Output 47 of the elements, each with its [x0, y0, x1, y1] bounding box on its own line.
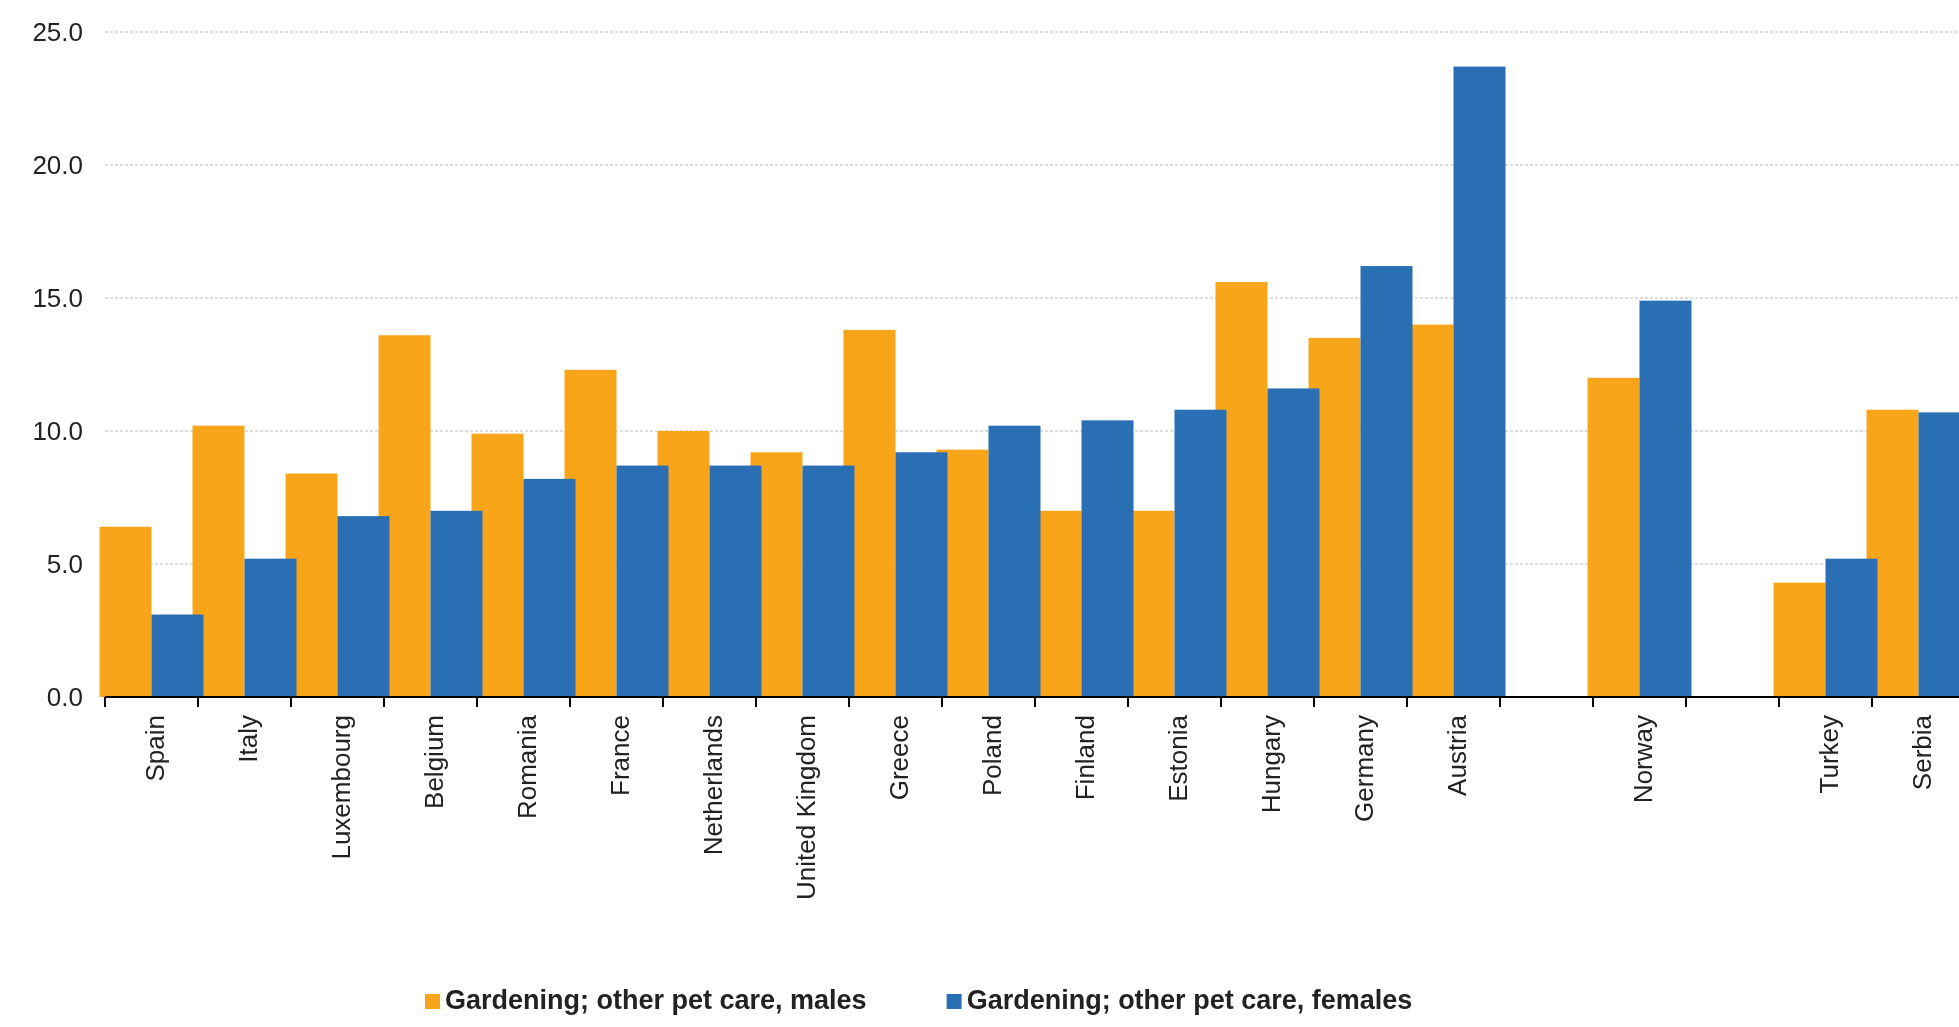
bar — [151, 614, 204, 697]
y-tick-label: 25.0 — [32, 16, 83, 47]
x-tick-label: Netherlands — [697, 715, 728, 856]
x-tick-label: Germany — [1348, 715, 1379, 822]
legend-label: Gardening; other pet care, males — [445, 985, 867, 1015]
bar — [244, 558, 297, 697]
legend-label: Gardening; other pet care, females — [966, 985, 1413, 1015]
bar — [1773, 582, 1826, 697]
bar — [523, 478, 576, 697]
bar — [988, 425, 1041, 697]
x-tick-label: Luxembourg — [325, 715, 356, 860]
bar — [1825, 558, 1878, 697]
x-tick-label: Belgium — [418, 715, 449, 809]
x-tick-label: Spain — [139, 715, 170, 782]
x-tick-label: Estonia — [1162, 714, 1193, 802]
x-tick-label: Hungary — [1255, 715, 1286, 814]
bar — [895, 452, 948, 697]
bar — [1587, 377, 1640, 697]
bar — [1453, 66, 1506, 697]
bar — [1267, 388, 1320, 697]
bar — [337, 516, 390, 697]
bar — [1360, 266, 1413, 697]
x-tick-label: Greece — [883, 715, 914, 801]
bar — [1081, 420, 1134, 697]
bar — [616, 465, 669, 697]
y-tick-label: 10.0 — [32, 415, 83, 446]
bar — [430, 510, 483, 697]
bar — [709, 465, 762, 697]
y-tick-label: 5.0 — [46, 548, 83, 579]
bar — [802, 465, 855, 697]
bar — [99, 526, 152, 697]
y-tick-label: 15.0 — [32, 282, 83, 313]
x-tick-label: Romania — [511, 714, 542, 820]
bar — [1174, 409, 1227, 697]
x-tick-label: Serbia — [1906, 714, 1937, 791]
x-tick-label: Italy — [232, 715, 263, 763]
x-tick-label: France — [604, 715, 635, 796]
x-tick-label: Austria — [1441, 714, 1472, 796]
bar — [192, 425, 245, 697]
x-tick-label: Poland — [976, 715, 1007, 796]
x-tick-label: Turkey — [1813, 715, 1844, 794]
bar — [1639, 300, 1692, 697]
x-tick-label: United Kingdom — [790, 715, 821, 900]
y-tick-label: 20.0 — [32, 149, 83, 180]
x-tick-label: Norway — [1627, 715, 1658, 804]
x-tick-label: Finland — [1069, 715, 1100, 801]
y-tick-label: 0.0 — [46, 681, 83, 712]
